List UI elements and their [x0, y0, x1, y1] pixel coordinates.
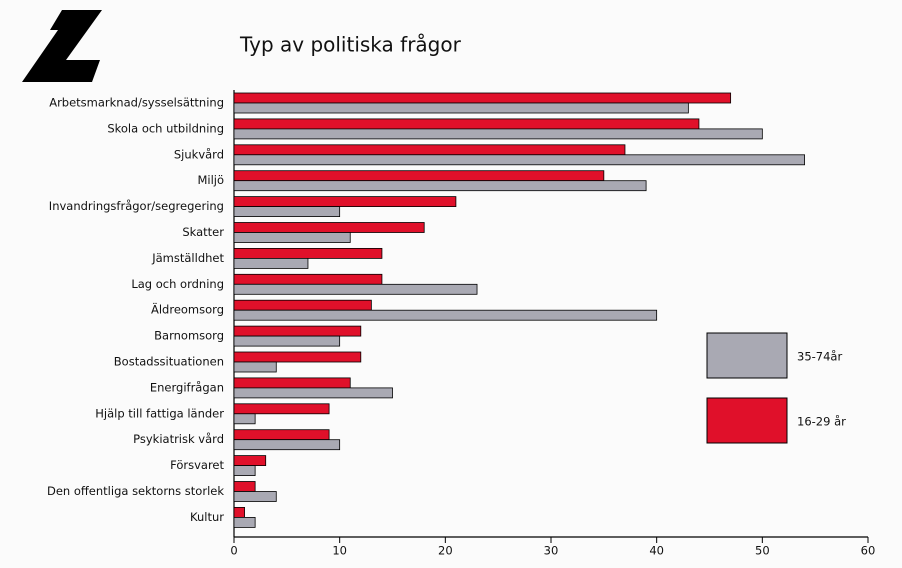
bar [233, 403, 330, 415]
x-tick-label: 50 [755, 544, 770, 558]
legend-label: 35-74år [797, 350, 842, 364]
bar [233, 439, 341, 451]
legend-swatch [706, 397, 788, 444]
bar [233, 154, 805, 166]
x-tick-label: 0 [230, 544, 237, 558]
bar [233, 118, 700, 130]
y-tick-label: Hjälp till fattiga länder [95, 406, 224, 420]
bar [233, 196, 457, 208]
y-tick-label: Den offentliga sektorns storlek [47, 484, 224, 498]
legend-label: 16-29 år [797, 415, 846, 429]
legend-swatch [706, 332, 788, 379]
bar [233, 232, 351, 243]
bar [233, 481, 256, 492]
bar [233, 299, 372, 311]
y-tick-label: Psykiatrisk vård [133, 432, 224, 446]
bar [233, 491, 277, 502]
y-tick-label: Energifrågan [150, 380, 224, 394]
y-tick-label: Kultur [190, 510, 224, 524]
bar [233, 455, 267, 467]
bar [233, 309, 658, 321]
y-tick-label: Jämställdhet [151, 251, 224, 265]
bar [233, 325, 362, 337]
bar [233, 361, 277, 373]
y-tick-label: Lag och ordning [131, 277, 224, 291]
y-tick-label: Försvaret [170, 458, 224, 472]
bar [233, 506, 245, 518]
x-tick-label: 40 [649, 544, 664, 558]
bar [233, 128, 763, 140]
bar [233, 247, 383, 259]
bar [233, 429, 330, 441]
x-tick-label: 10 [332, 544, 347, 558]
x-tick-label: 30 [544, 544, 559, 558]
bar [233, 257, 309, 269]
y-tick-label: Arbetsmarknad/sysselsättning [49, 96, 224, 110]
bar [233, 170, 605, 182]
bar [233, 273, 383, 285]
bar [233, 92, 732, 104]
y-tick-label: Miljö [197, 173, 224, 187]
bar [233, 377, 351, 389]
x-tick-label: 20 [438, 544, 453, 558]
logo [22, 10, 102, 82]
bar [233, 351, 362, 363]
y-tick-label: Äldreomsorg [151, 302, 224, 317]
y-tick-label: Skatter [182, 225, 224, 239]
bar [233, 413, 256, 425]
x-tick-label: 60 [861, 544, 876, 558]
bar [233, 102, 689, 114]
y-tick-label: Bostadssituationen [114, 355, 224, 369]
bar [233, 335, 341, 347]
bar [233, 283, 478, 295]
bar [233, 387, 393, 399]
bar [233, 517, 256, 528]
bar [233, 465, 256, 477]
y-tick-label: Sjukvård [174, 147, 224, 161]
bar [233, 180, 647, 192]
bar [233, 206, 341, 218]
bar [233, 222, 425, 233]
y-tick-label: Invandringsfrågor/segregering [49, 199, 224, 213]
bar [233, 144, 626, 156]
y-tick-label: Barnomsorg [154, 329, 224, 343]
chart-title: Typ av politiska frågor [239, 33, 462, 57]
y-tick-label: Skola och utbildning [107, 121, 224, 135]
